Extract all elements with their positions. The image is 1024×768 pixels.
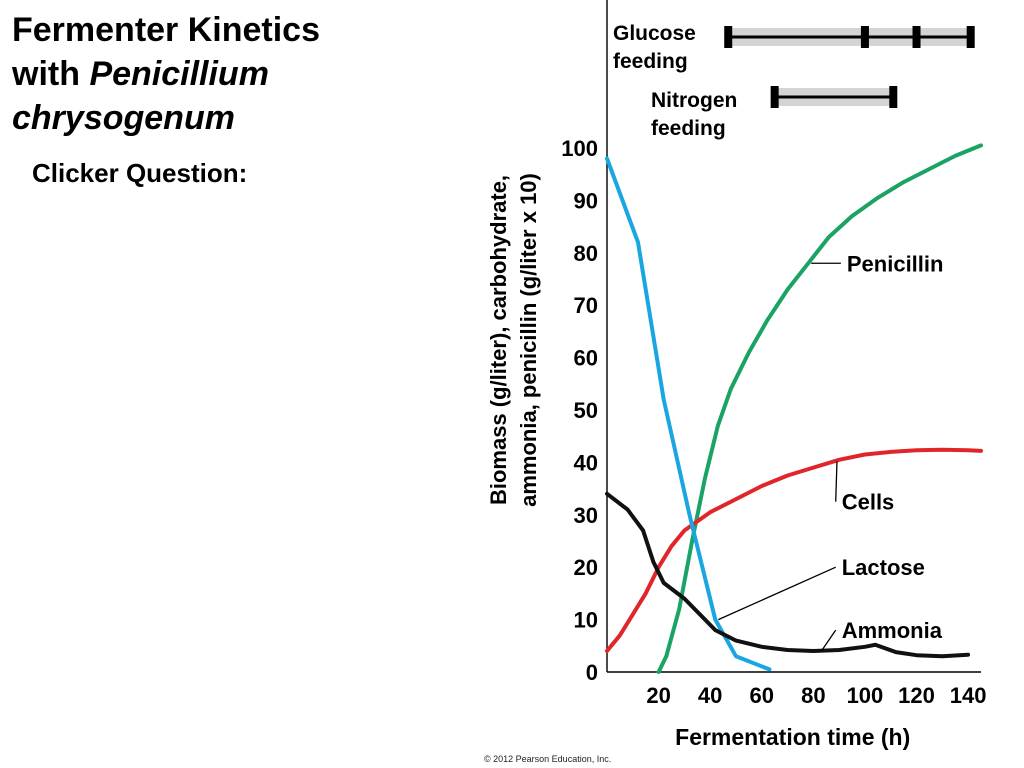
y-tick-label: 100 <box>561 136 598 161</box>
series-line-ammonia <box>605 491 971 659</box>
x-tick-label: 100 <box>847 683 884 708</box>
annotation-leader-ammonia <box>820 629 837 652</box>
y-tick-label: 60 <box>574 346 598 371</box>
feeding-label-line-1: Glucose <box>613 22 696 45</box>
x-tick-label: 80 <box>801 683 825 708</box>
feeding-event-marker <box>860 26 869 48</box>
feeding-label-line-1: Nitrogen <box>651 89 737 112</box>
y-tick-label: 80 <box>574 241 598 266</box>
annotation-label-penicillin: Penicillin <box>847 251 944 276</box>
clicker-question-label: Clicker Question: <box>32 158 248 188</box>
title-line-3: chrysogenum <box>12 99 235 137</box>
series-line-cells <box>605 447 983 653</box>
y-tick-label: 0 <box>586 660 598 685</box>
x-tick-label: 20 <box>646 683 670 708</box>
series-line-lactose <box>605 156 772 672</box>
y-tick-label: 90 <box>574 188 598 213</box>
feeding-event-marker <box>912 26 921 48</box>
x-tick-label: 140 <box>950 683 987 708</box>
annotation-label-cells: Cells <box>842 490 895 515</box>
x-axis-label: Fermentation time (h) <box>675 724 910 750</box>
y-tick-label: 70 <box>574 293 598 318</box>
series-line-penicillin <box>656 143 983 674</box>
y-tick-label: 40 <box>574 450 598 475</box>
annotation-leader-lactose <box>718 566 836 621</box>
copyright-notice: © 2012 Pearson Education, Inc. <box>484 754 612 764</box>
title-line-1: Fermenter Kinetics <box>12 11 320 49</box>
feeding-event-marker <box>770 86 779 108</box>
y-axis-label-line-1: Biomass (g/liter), carbohydrate, <box>486 175 511 505</box>
y-tick-label: 30 <box>574 503 598 528</box>
title-line-2: with Penicillium <box>12 52 320 96</box>
y-axis-label-line-2: ammonia, penicillin (g/liter x 10) <box>516 173 541 507</box>
y-tick-label: 20 <box>574 555 598 580</box>
annotation-label-lactose: Lactose <box>842 555 925 580</box>
y-tick-label: 10 <box>574 608 598 633</box>
feeding-event-marker <box>724 26 733 48</box>
feeding-label-line-2: feeding <box>613 50 688 73</box>
feeding-label-line-2: feeding <box>651 117 726 140</box>
title-with: with <box>12 55 90 93</box>
slide-title: Fermenter Kinetics with Penicillium chry… <box>12 8 320 140</box>
y-tick-label: 50 <box>574 398 598 423</box>
title-genus: Penicillium <box>89 55 269 93</box>
annotation-leader-cells <box>835 461 838 502</box>
feeding-event-marker <box>889 86 898 108</box>
annotation-label-ammonia: Ammonia <box>842 618 943 643</box>
x-tick-label: 120 <box>898 683 935 708</box>
feeding-event-marker <box>966 26 975 48</box>
x-tick-label: 40 <box>698 683 722 708</box>
x-tick-label: 60 <box>750 683 774 708</box>
